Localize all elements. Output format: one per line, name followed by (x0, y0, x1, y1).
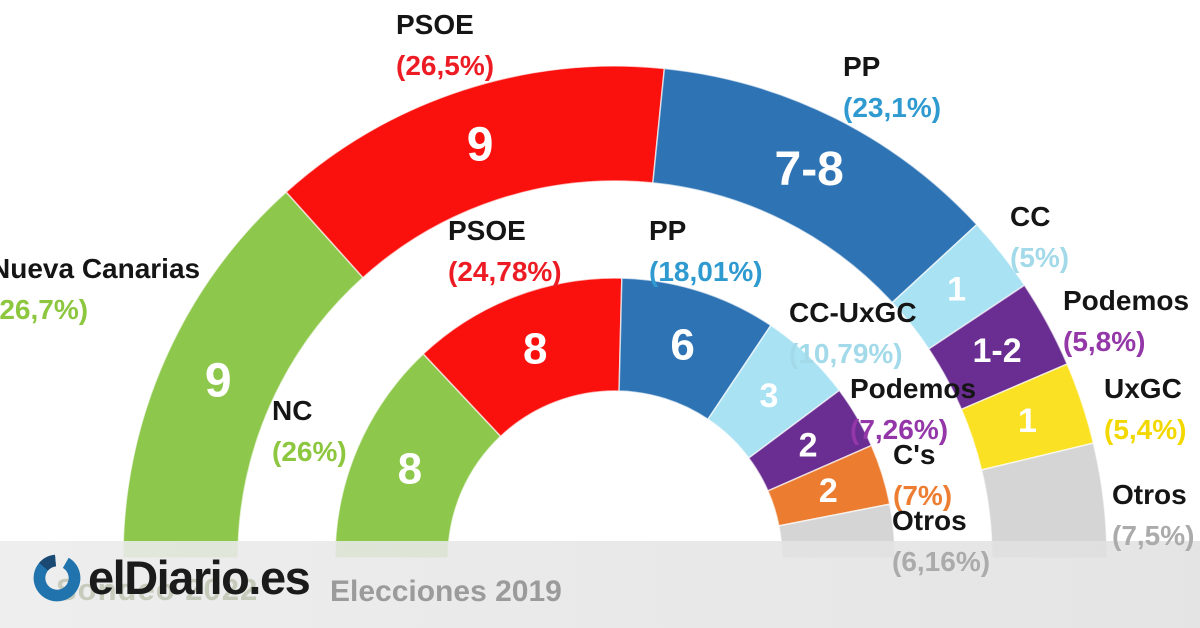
party-pct-inner-podemos: (7,26%) (850, 414, 949, 445)
party-name-outer-pp: PP (843, 51, 881, 82)
party-pct-inner-pp: (18,01%) (649, 256, 763, 287)
party-name-inner-pp: PP (649, 215, 687, 246)
party-name-inner-nc: NC (272, 395, 313, 426)
party-label-outer-pp: PP (23,1%) (843, 46, 941, 128)
seat-count-inner-c-s: 2 (819, 472, 838, 510)
seat-count-inner-psoe: 8 (523, 325, 547, 374)
eldiario-logo-icon (33, 554, 81, 602)
seat-count-outer-uxgc: 1 (1018, 402, 1037, 440)
party-label-outer-uxgc: UxGC (5,4%) (1104, 368, 1186, 450)
seat-count-outer-nueva-canarias: 9 (205, 355, 232, 408)
caption-elecciones-2019: Elecciones 2019 (330, 575, 562, 608)
party-name-outer-otros: Otros (1112, 479, 1187, 510)
party-label-outer-otros: Otros (7,5%) (1112, 474, 1194, 556)
party-label-inner-pp: PP (18,01%) (649, 210, 763, 292)
logo-ring-dark-notch (39, 554, 56, 571)
party-name-outer-cc: CC (1010, 201, 1051, 232)
party-pct-inner-nc: (26%) (272, 436, 347, 467)
party-label-inner-podemos: Podemos (7,26%) (850, 368, 976, 450)
party-pct-inner-otros: (6,16%) (892, 546, 991, 577)
party-pct-outer-psoe: (26,5%) (396, 50, 495, 81)
seat-count-inner-pp: 6 (670, 321, 694, 370)
party-name-inner-cc-uxgc: CC-UxGC (789, 297, 917, 328)
party-label-outer-podemos: Podemos (5,8%) (1063, 280, 1189, 362)
party-pct-inner-cc-uxgc: (10,79%) (789, 338, 903, 369)
watermark-text: Sondeo 2022 (56, 572, 259, 607)
party-pct-outer-nueva-canarias: (26,7%) (0, 294, 89, 325)
party-name-inner-podemos: Podemos (850, 373, 977, 404)
party-pct-outer-cc: (5%) (1010, 242, 1070, 273)
eldiario-logo-text: elDiario.es (88, 551, 311, 604)
party-name-inner-c-s: C's (893, 439, 936, 470)
party-name-inner-otros: Otros (892, 505, 967, 536)
party-label-outer-psoe: PSOE (26,5%) (396, 4, 494, 86)
party-label-inner-otros: Otros (6,16%) (892, 500, 990, 582)
segment-outer-nueva-canarias (122, 190, 365, 559)
party-name-inner-psoe: PSOE (448, 215, 526, 246)
seat-count-outer-podemos: 1-2 (973, 332, 1022, 370)
seat-count-outer-pp: 7-8 (775, 143, 844, 196)
party-label-outer-cc: CC (5%) (1010, 196, 1069, 278)
party-label-inner-cc-uxgc: CC-UxGC (10,79%) (789, 292, 917, 374)
party-pct-inner-c-s: (7%) (893, 480, 953, 511)
party-pct-outer-pp: (23,1%) (843, 92, 942, 123)
party-label-outer-nueva-canarias: Nueva Canarias (26,7%) (0, 248, 200, 330)
party-name-outer-nueva-canarias: Nueva Canarias (0, 253, 201, 284)
eldiario-logo: elDiario.es (30, 551, 311, 605)
party-label-inner-nc: NC (26%) (272, 390, 347, 472)
party-pct-outer-podemos: (5,8%) (1063, 326, 1146, 357)
party-name-outer-podemos: Podemos (1063, 285, 1190, 316)
party-pct-outer-otros: (7,5%) (1112, 520, 1195, 551)
party-name-outer-uxgc: UxGC (1104, 373, 1182, 404)
seat-count-inner-cc-uxgc: 3 (759, 377, 778, 415)
seat-count-outer-psoe: 9 (467, 119, 494, 172)
party-pct-outer-uxgc: (5,4%) (1104, 414, 1187, 445)
seat-count-inner-podemos: 2 (799, 427, 818, 465)
seat-count-inner-nc: 8 (398, 445, 422, 494)
footer-band (0, 541, 1200, 628)
seat-count-outer-cc: 1 (947, 271, 966, 309)
party-label-inner-psoe: PSOE (24,78%) (448, 210, 562, 292)
party-name-outer-psoe: PSOE (396, 9, 474, 40)
party-label-inner-c-s: C's (7%) (893, 434, 952, 516)
party-pct-inner-psoe: (24,78%) (448, 256, 562, 287)
